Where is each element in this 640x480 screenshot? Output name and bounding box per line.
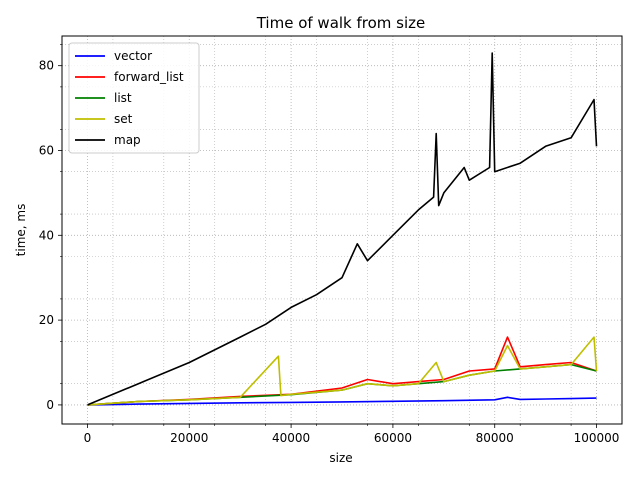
series-line-vector (87, 396, 597, 406)
x-tick-label: 20000 (170, 431, 208, 445)
x-tick-label: 0 (84, 431, 92, 445)
plot-frame (61, 35, 623, 425)
y-tick-label: 40 (39, 228, 54, 242)
y-tick-label: 80 (39, 59, 54, 73)
legend-label-forward-list: forward_list (114, 70, 184, 84)
legend-label-set: set (114, 112, 133, 126)
series-line-set (87, 336, 598, 406)
x-tick-label: 80000 (476, 431, 514, 445)
legend-box (68, 42, 200, 154)
chart-title: Time of walk from size (256, 14, 426, 32)
x-axis-label: size (329, 451, 352, 465)
x-tick-label: 100000 (574, 431, 620, 445)
y-tick-label: 0 (46, 398, 54, 412)
legend-label-map: map (114, 133, 141, 147)
series-lines (87, 52, 598, 406)
legend-label-vector: vector (114, 49, 152, 63)
y-tick-label: 60 (39, 143, 54, 157)
x-tick-label: 40000 (272, 431, 310, 445)
axis-ticks: 0 20000 40000 60000 80000 100000 0 20 40 60 80 (39, 44, 620, 445)
y-tick-label: 20 (39, 313, 54, 327)
x-tick-label: 60000 (374, 431, 412, 445)
series-line-map (87, 52, 598, 406)
legend-label-list: list (114, 91, 132, 105)
y-axis-label: time, ms (14, 204, 28, 257)
